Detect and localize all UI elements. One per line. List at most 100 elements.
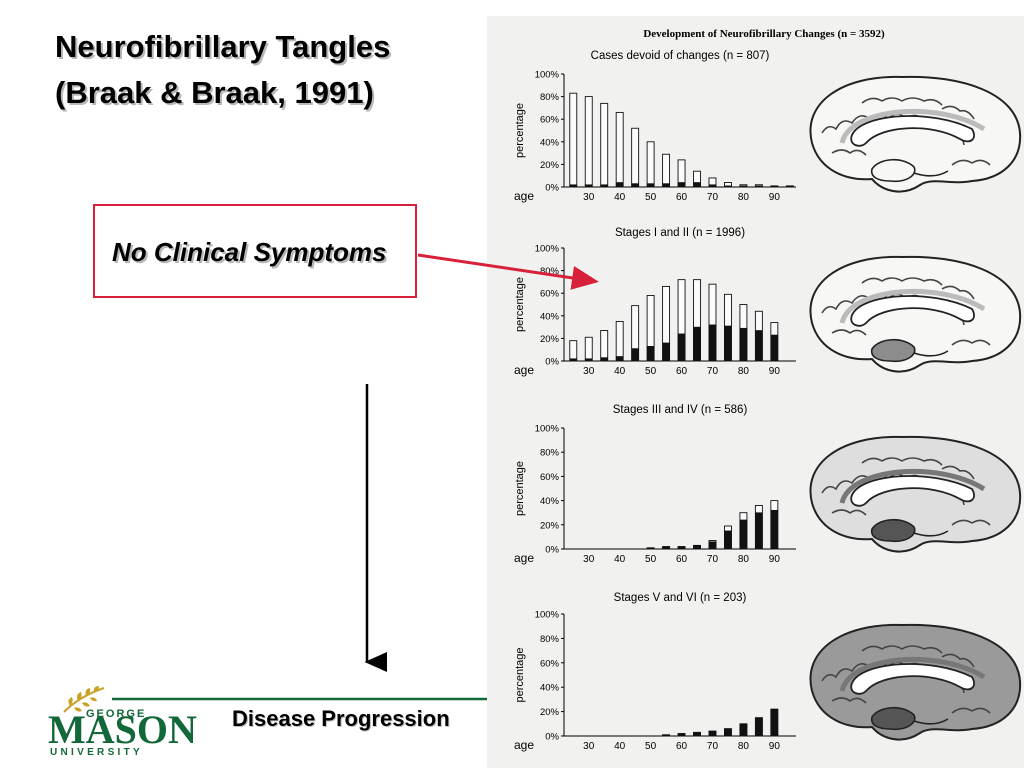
bar-tangle-bearing	[615, 182, 624, 188]
bar-tangle-bearing	[739, 519, 748, 550]
chart-panel-1: Cases devoid of changes (n = 807) 0% 20% 40…	[514, 50, 796, 203]
chart-panel-4: Stages V and VI (n = 203) 0% 20% 40% 60% 80% 1…	[514, 592, 796, 752]
x-tick-label: 90	[769, 741, 781, 752]
bar-tangle-bearing	[739, 723, 748, 737]
y-tick-label: 100%	[535, 610, 560, 621]
laurel-icon	[63, 686, 105, 713]
limbic-band	[839, 656, 986, 692]
y-tick-label: 40%	[540, 496, 560, 507]
bar-tangle-bearing	[662, 342, 670, 362]
bar-total	[600, 330, 609, 362]
x-tick-label: 60	[676, 741, 688, 752]
x-tick-label: 80	[738, 554, 750, 565]
logo-george-text: GEORGE	[86, 708, 147, 720]
x-tick-label: 70	[707, 554, 719, 565]
bar-tangle-bearing	[646, 183, 655, 188]
bar-tangle-bearing	[677, 182, 686, 188]
bar-tangle-bearing	[724, 728, 732, 737]
symptom-label: No Clinical Symptoms	[112, 237, 387, 267]
hemisphere-outline	[809, 435, 1022, 553]
corpus-callosum	[850, 115, 975, 147]
bar-tangle-bearing	[631, 183, 639, 188]
callout-arrow	[417, 253, 599, 290]
y-tick-label: 20%	[540, 160, 560, 171]
y-tick-label: 100%	[535, 70, 560, 81]
bar-total	[584, 336, 593, 362]
bar-total	[584, 96, 593, 188]
brainstem-line	[913, 718, 949, 725]
bar-total	[646, 141, 655, 188]
y-tick-label: 0%	[545, 545, 559, 556]
x-tick-label: 90	[769, 366, 781, 377]
y-tick-label: 100%	[535, 244, 560, 255]
x-tick-label: 40	[614, 741, 626, 752]
x-tick-label: 70	[707, 192, 719, 203]
bar-tangle-bearing	[708, 184, 717, 188]
x-tick-label: 90	[769, 554, 781, 565]
bar-tangle-bearing	[677, 546, 686, 550]
bar-total	[569, 92, 578, 188]
brain-drawing-1	[809, 75, 1022, 193]
chart-panel-3: Stages III and IV (n = 586) 0% 20% 40% 60% 80…	[514, 404, 796, 565]
x-axis-label: age	[514, 738, 534, 752]
bar-tangle-bearing	[631, 348, 639, 362]
x-tick-label: 60	[676, 192, 688, 203]
x-tick-label: 30	[583, 554, 595, 565]
y-axis-label: percentage	[514, 647, 526, 702]
bar-tangle-bearing	[662, 734, 670, 737]
entorhinal-region	[870, 338, 916, 363]
bar-tangle-bearing	[615, 356, 624, 362]
bar-tangle-bearing	[569, 358, 578, 362]
disease-progression-label: Disease Progression	[232, 706, 450, 731]
bar-tangle-bearing	[693, 326, 701, 362]
y-tick-label: 80%	[540, 92, 560, 103]
x-tick-label: 40	[614, 554, 626, 565]
y-tick-label: 0%	[545, 183, 559, 194]
bar-tangle-bearing	[693, 732, 701, 737]
bar-tangle-bearing	[770, 185, 779, 188]
charts-layer: Cases devoid of changes (n = 807) 0% 20% 40…	[514, 50, 796, 752]
y-tick-label: 80%	[540, 266, 560, 277]
bar-tangle-bearing	[755, 330, 763, 362]
corpus-callosum	[850, 475, 975, 507]
x-tick-label: 50	[645, 192, 657, 203]
bar-tangle-bearing	[708, 730, 717, 737]
x-tick-label: 50	[645, 366, 657, 377]
y-tick-label: 40%	[540, 683, 560, 694]
bar-tangle-bearing	[724, 185, 732, 188]
y-tick-label: 40%	[540, 137, 560, 148]
x-tick-label: 40	[614, 366, 626, 377]
logo-university-text: UNIVERSITY	[50, 747, 144, 758]
bar-tangle-bearing	[693, 545, 701, 550]
y-tick-label: 0%	[545, 732, 559, 743]
limbic-band	[839, 288, 986, 324]
corpus-callosum	[850, 295, 975, 327]
bar-tangle-bearing	[739, 185, 748, 188]
bar-tangle-bearing	[584, 184, 593, 188]
bar-total	[569, 340, 578, 362]
y-tick-label: 0%	[545, 357, 559, 368]
hemisphere-outline	[809, 255, 1022, 373]
bar-total	[631, 127, 640, 188]
x-tick-label: 90	[769, 192, 781, 203]
bar-tangle-bearing	[755, 185, 763, 188]
title-line-1: Neurofibrillary Tangles	[55, 29, 391, 64]
x-axis-label: age	[514, 189, 534, 203]
y-axis-label: percentage	[514, 103, 526, 158]
x-tick-label: 30	[583, 366, 595, 377]
y-tick-label: 80%	[540, 448, 560, 459]
bar-tangle-bearing	[677, 733, 686, 737]
brain-drawing-2	[809, 255, 1022, 373]
bar-tangle-bearing	[724, 530, 732, 550]
y-tick-label: 20%	[540, 520, 560, 531]
bar-tangle-bearing	[646, 547, 655, 550]
y-tick-label: 60%	[540, 289, 560, 300]
bar-tangle-bearing	[755, 512, 763, 550]
bar-tangle-bearing	[786, 185, 794, 188]
bar-total	[600, 102, 609, 188]
bar-tangle-bearing	[770, 708, 779, 737]
slide-title: Neurofibrillary Tangles (Braak & Braak, …	[55, 24, 390, 116]
brain-drawing-3	[809, 435, 1022, 553]
